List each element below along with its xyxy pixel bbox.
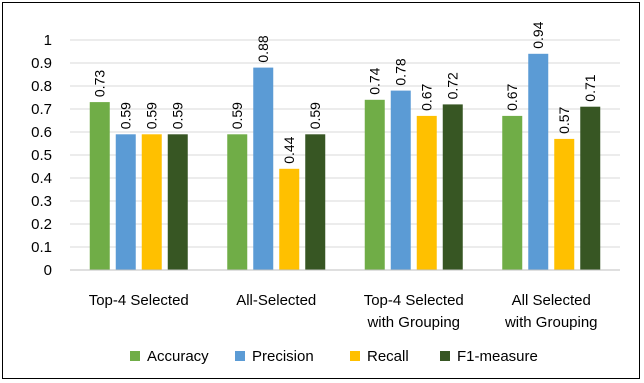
bar-precision	[390, 90, 411, 270]
data-label: 0.72	[445, 72, 461, 99]
legend-label: Precision	[252, 348, 314, 365]
y-tick-label: 0.5	[31, 147, 52, 164]
bar-recall	[279, 168, 300, 270]
bar-accuracy	[364, 99, 385, 270]
legend-swatch	[440, 351, 450, 361]
bar-f1-measure	[442, 104, 463, 271]
x-category-label: All Selected	[512, 292, 591, 309]
y-tick-label: 0.2	[31, 216, 52, 233]
y-tick-label: 0.7	[31, 101, 52, 118]
data-label: 0.59	[118, 102, 134, 129]
data-label: 0.44	[281, 136, 297, 163]
y-tick-label: 0.4	[31, 170, 52, 187]
bar-accuracy	[89, 102, 110, 270]
y-tick-label: 0.3	[31, 193, 52, 210]
data-label: 0.59	[144, 102, 160, 129]
y-tick-label: 0.1	[31, 239, 52, 256]
data-label: 0.57	[556, 106, 572, 133]
bar-precision	[115, 134, 136, 270]
data-label: 0.94	[530, 21, 546, 48]
data-label: 0.59	[170, 102, 186, 129]
legend-swatch	[235, 351, 245, 361]
x-category-label: with Grouping	[366, 314, 460, 331]
data-label: 0.78	[393, 58, 409, 85]
y-tick-label: 0.8	[31, 78, 52, 95]
data-label: 0.88	[255, 35, 271, 62]
bar-accuracy	[227, 134, 248, 270]
y-tick-label: 0	[44, 262, 52, 279]
bar-accuracy	[502, 115, 523, 271]
bar-precision	[253, 67, 274, 270]
bar-precision	[528, 53, 549, 270]
data-labels: 0.73 0.59 0.59 0.59 0.59 0.88 0.44 0.59 0.74 0.78…	[92, 21, 599, 163]
y-tick-label: 1	[44, 32, 52, 49]
legend-swatch	[130, 351, 140, 361]
y-axis-ticks: 0 0.1 0.2 0.3 0.4 0.5 0.6 0.7 0.8 0.9 1	[31, 32, 52, 279]
bar-recall	[141, 134, 162, 270]
data-label: 0.71	[582, 74, 598, 101]
legend-label: Recall	[367, 348, 409, 365]
x-axis-categories: Top-4 Selected All-Selected Top-4 Selected…	[89, 292, 598, 331]
data-label: 0.73	[92, 70, 108, 97]
data-label: 0.74	[367, 67, 383, 94]
x-category-label: Top-4 Selected	[364, 292, 464, 309]
data-label: 0.67	[504, 83, 520, 110]
y-tick-label: 0.6	[31, 124, 52, 141]
x-category-label: All-Selected	[236, 292, 316, 309]
legend-label: F1-measure	[457, 348, 538, 365]
legend-swatch	[350, 351, 360, 361]
y-tick-label: 0.9	[31, 55, 52, 72]
data-label: 0.59	[229, 102, 245, 129]
data-label: 0.67	[419, 83, 435, 110]
legend: Accuracy Precision Recall F1-measure	[130, 348, 538, 365]
bar-f1-measure	[167, 134, 188, 270]
x-category-label: with Grouping	[504, 314, 598, 331]
legend-label: Accuracy	[147, 348, 209, 365]
bars	[89, 53, 601, 271]
bar-recall	[554, 138, 575, 270]
bar-f1-measure	[305, 134, 326, 270]
bar-f1-measure	[580, 106, 601, 270]
x-category-label: Top-4 Selected	[89, 292, 189, 309]
data-label: 0.59	[307, 102, 323, 129]
bar-recall	[416, 115, 437, 271]
